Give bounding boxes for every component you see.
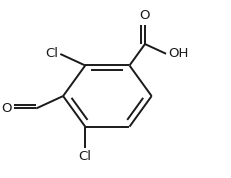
- Text: O: O: [1, 102, 11, 115]
- Text: OH: OH: [167, 47, 188, 60]
- Text: Cl: Cl: [78, 150, 91, 163]
- Text: O: O: [139, 9, 150, 22]
- Text: Cl: Cl: [45, 47, 58, 60]
